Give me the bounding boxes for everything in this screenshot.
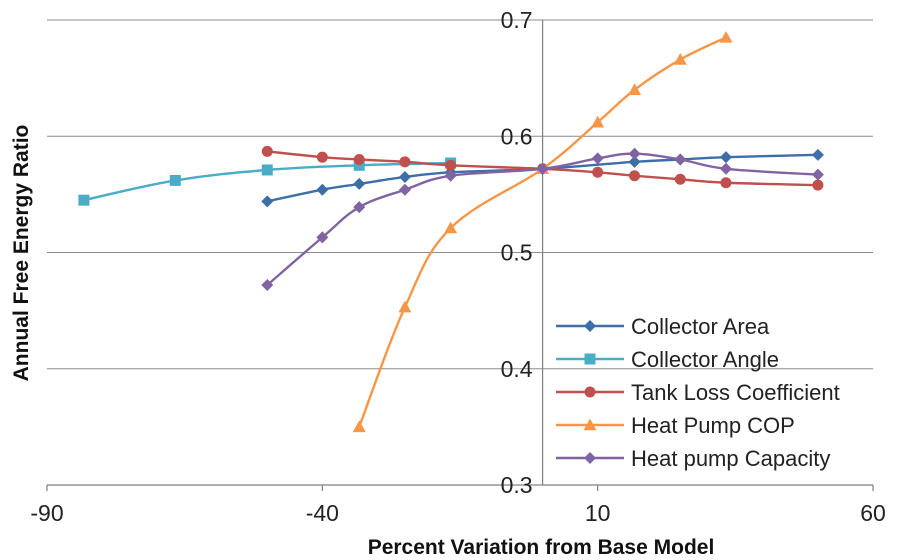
data-point [352, 420, 366, 433]
x-tick-label: -40 [306, 500, 339, 526]
tick-labels: -90 -40 10 60 0.3 0.4 0.5 0.6 0.7 [30, 7, 885, 526]
data-point [673, 53, 687, 65]
data-point [261, 145, 273, 157]
data-point [445, 159, 457, 171]
data-point [444, 169, 457, 182]
data-point [444, 221, 458, 234]
legend-label: Heat Pump COP [631, 413, 795, 438]
legend: Collector Area Collector Angle Tank Loss C… [556, 314, 840, 471]
legend-item: Tank Loss Coefficient [556, 380, 840, 405]
data-point [628, 147, 641, 160]
data-point [169, 174, 181, 186]
data-point [584, 386, 596, 398]
data-point [353, 177, 366, 190]
data-point [719, 30, 733, 43]
data-point [584, 320, 596, 332]
legend-label: Collector Angle [631, 347, 779, 372]
data-point [583, 418, 597, 431]
y-tick-label: 0.7 [501, 7, 533, 33]
data-point [316, 231, 329, 244]
data-point [812, 179, 824, 191]
data-point [78, 194, 90, 206]
data-point [398, 300, 412, 313]
data-point [720, 177, 732, 189]
data-point [628, 155, 641, 168]
y-tick-label: 0.4 [501, 356, 533, 382]
legend-item: Heat Pump COP [556, 413, 795, 438]
y-tick-label: 0.5 [501, 240, 533, 266]
data-point [629, 170, 641, 182]
legend-item: Collector Angle [556, 347, 779, 372]
x-axis-title: Percent Variation from Base Model [368, 536, 715, 559]
data-point [719, 151, 732, 164]
axes [46, 20, 874, 491]
data-point [261, 279, 274, 292]
data-point [719, 162, 732, 175]
data-point [261, 195, 274, 208]
y-tick-label: 0.3 [501, 472, 533, 498]
y-axis-title: Annual Free Energy Ratio [10, 125, 33, 382]
x-tick-label: 10 [585, 500, 611, 526]
data-point [674, 173, 686, 185]
data-point [592, 166, 604, 178]
data-point [584, 452, 596, 464]
data-point [811, 148, 824, 161]
data-point [316, 183, 329, 196]
series-heat-pump-capacity [261, 147, 824, 292]
data-point [536, 162, 549, 175]
data-point [353, 159, 365, 171]
data-point [591, 152, 604, 165]
legend-label: Tank Loss Coefficient [631, 380, 840, 405]
data-point [261, 164, 273, 176]
y-tick-label: 0.6 [501, 123, 533, 149]
data-point [398, 170, 411, 183]
data-point [591, 115, 605, 128]
legend-label: Heat pump Capacity [631, 446, 830, 471]
data-point [316, 151, 328, 163]
data-point [628, 83, 642, 95]
data-point [353, 201, 366, 214]
data-point [353, 154, 365, 165]
series-layer [78, 30, 824, 433]
data-point [398, 183, 411, 196]
data-point [811, 168, 824, 181]
legend-item: Heat pump Capacity [556, 446, 830, 471]
legend-label: Collector Area [631, 314, 770, 339]
x-tick-label: -90 [30, 500, 63, 526]
x-tick-label: 60 [860, 500, 886, 526]
data-point [674, 153, 687, 166]
data-point [399, 156, 411, 168]
legend-item: Collector Area [556, 314, 770, 339]
data-point [584, 353, 596, 365]
